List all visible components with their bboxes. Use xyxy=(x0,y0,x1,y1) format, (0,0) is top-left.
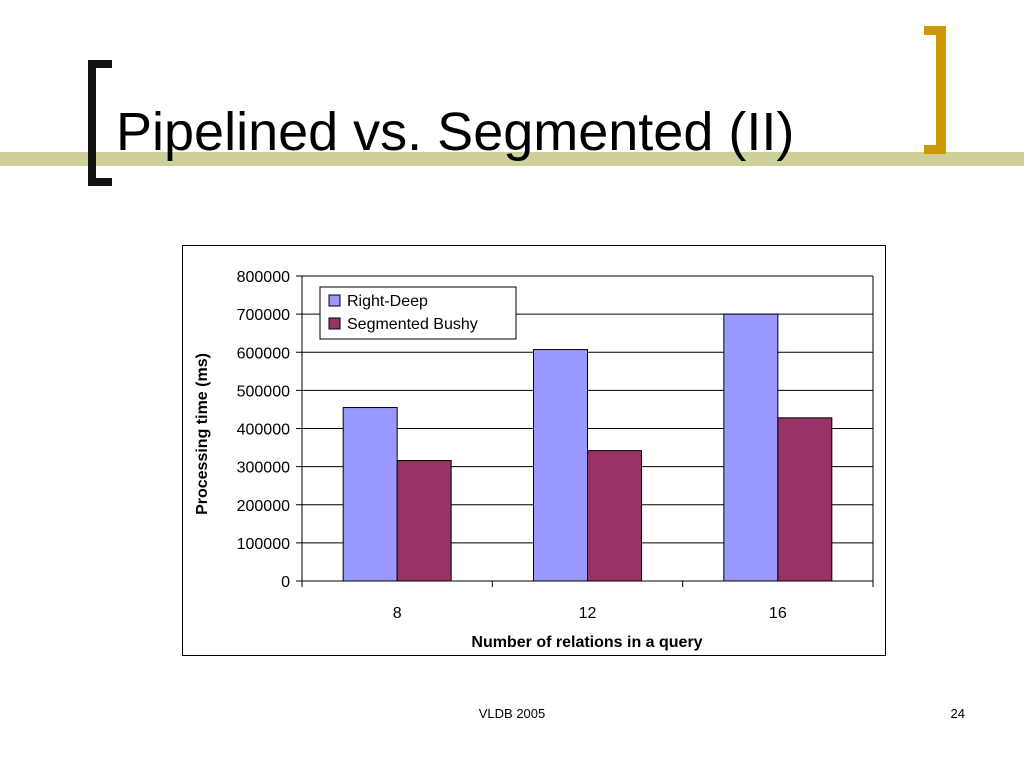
chart-frame: 0 100000 200000 300000 400000 500000 600000 700… xyxy=(182,245,886,656)
right-bracket-bottom xyxy=(924,145,946,154)
bar xyxy=(587,450,642,582)
y-tick-label: 100000 xyxy=(237,536,290,553)
y-tick-label: 200000 xyxy=(237,498,290,515)
x-axis-label: Number of relations in a query xyxy=(471,634,702,651)
footer-page-number: 24 xyxy=(950,706,965,721)
x-tick-label: 12 xyxy=(579,605,597,622)
left-bracket-decoration xyxy=(88,60,96,186)
legend-box xyxy=(319,286,517,340)
y-tick-label: 700000 xyxy=(237,307,290,324)
y-tick-label: 300000 xyxy=(237,460,290,477)
left-bracket-bottom xyxy=(88,178,112,186)
left-bracket-top xyxy=(88,60,112,68)
right-bracket-decoration xyxy=(936,26,946,154)
legend-label-right-deep: Right-Deep xyxy=(347,293,428,310)
y-tick-label: 800000 xyxy=(237,269,290,286)
legend-swatch-segmented-bushy xyxy=(328,317,341,330)
bars xyxy=(342,313,833,582)
y-axis-label: Processing time (ms) xyxy=(194,353,211,515)
y-tick-label: 500000 xyxy=(237,383,290,400)
legend-swatch-right-deep xyxy=(328,294,341,307)
bar xyxy=(777,417,833,582)
title-accent-bar xyxy=(0,152,1024,166)
y-tick-label: 600000 xyxy=(237,345,290,362)
legend: Right-Deep Segmented Bushy xyxy=(319,286,517,340)
bar xyxy=(533,349,588,582)
y-tick-label: 0 xyxy=(281,574,290,591)
right-bracket-top xyxy=(924,26,946,35)
x-tick-label: 16 xyxy=(769,605,787,622)
bar-chart: 0 100000 200000 300000 400000 500000 600000 700… xyxy=(194,269,874,651)
bar xyxy=(396,460,452,582)
legend-label-segmented-bushy: Segmented Bushy xyxy=(347,316,478,333)
x-tick-label: 8 xyxy=(393,605,402,622)
bar xyxy=(723,313,779,582)
bar xyxy=(342,407,398,582)
y-tick-label: 400000 xyxy=(237,422,290,439)
y-axis-ticks: 0 100000 200000 300000 400000 500000 600000 700… xyxy=(237,269,302,591)
footer-conference: VLDB 2005 xyxy=(478,706,546,721)
slide-title: Pipelined vs. Segmented (II) xyxy=(116,102,795,162)
x-axis-ticks: 8 12 16 xyxy=(301,581,874,622)
